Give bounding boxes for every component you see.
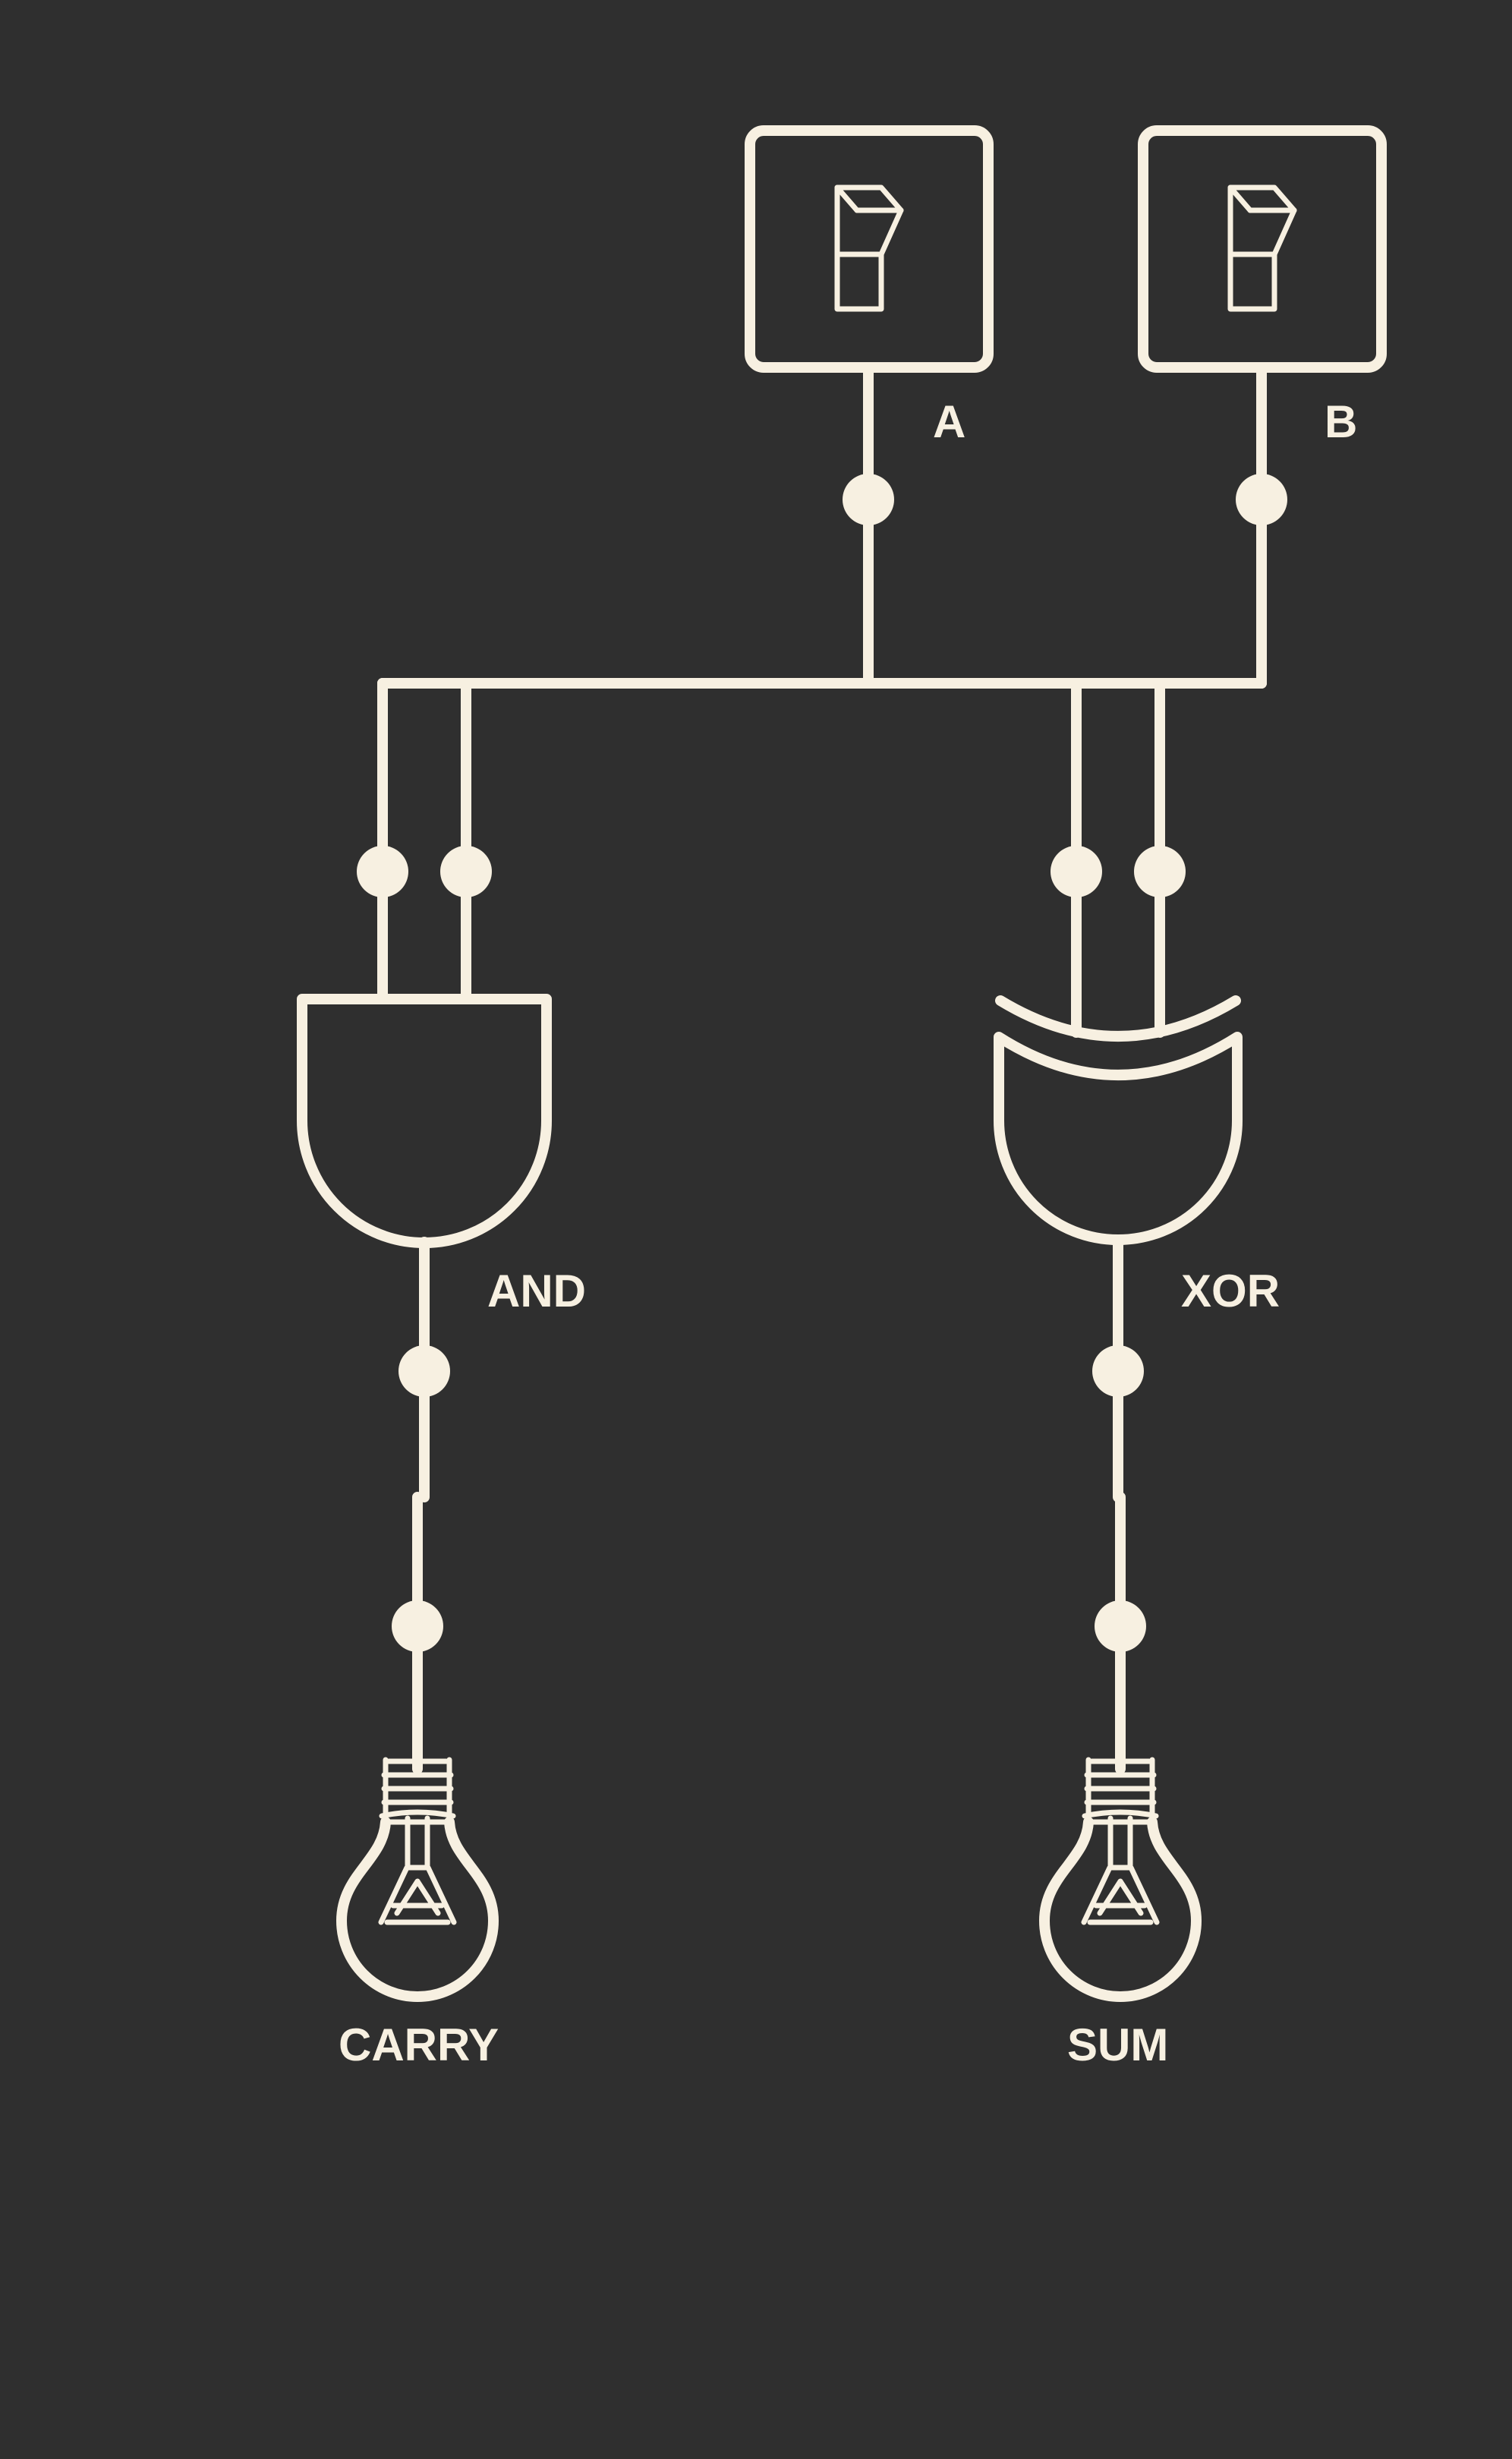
- light-bulb-icon: [336, 1757, 499, 2002]
- sum-junction-2: [1095, 1600, 1146, 1652]
- xor-gate: [994, 995, 1243, 1245]
- carry-label: CARRY: [339, 2019, 499, 2070]
- toggle-switch-icon: [834, 184, 904, 312]
- junction-a: [843, 474, 894, 525]
- switch-b-label: B: [1325, 396, 1358, 447]
- carry-junction-2: [392, 1600, 443, 1652]
- light-bulb-icon: [1039, 1757, 1202, 2002]
- carry-junction-1: [398, 1345, 450, 1397]
- xor-gate-label: XOR: [1181, 1266, 1280, 1316]
- junction-b: [1236, 474, 1287, 525]
- xor-input-2-junction: [1134, 846, 1186, 897]
- sum-wire: [1113, 1237, 1126, 1774]
- carry-wire: [412, 1237, 430, 1774]
- and-gate-label: AND: [487, 1266, 586, 1316]
- xor-input-1-junction: [1051, 846, 1102, 897]
- switch-a[interactable]: [745, 125, 994, 373]
- switch-b[interactable]: [1138, 125, 1387, 373]
- toggle-switch-icon: [1227, 184, 1297, 312]
- sum-label: SUM: [1067, 2019, 1169, 2070]
- switch-a-label: A: [933, 396, 966, 447]
- and-gate: [297, 994, 552, 1248]
- sum-junction-1: [1092, 1345, 1144, 1397]
- and-input-1-junction: [357, 846, 408, 897]
- and-input-2-junction: [440, 846, 492, 897]
